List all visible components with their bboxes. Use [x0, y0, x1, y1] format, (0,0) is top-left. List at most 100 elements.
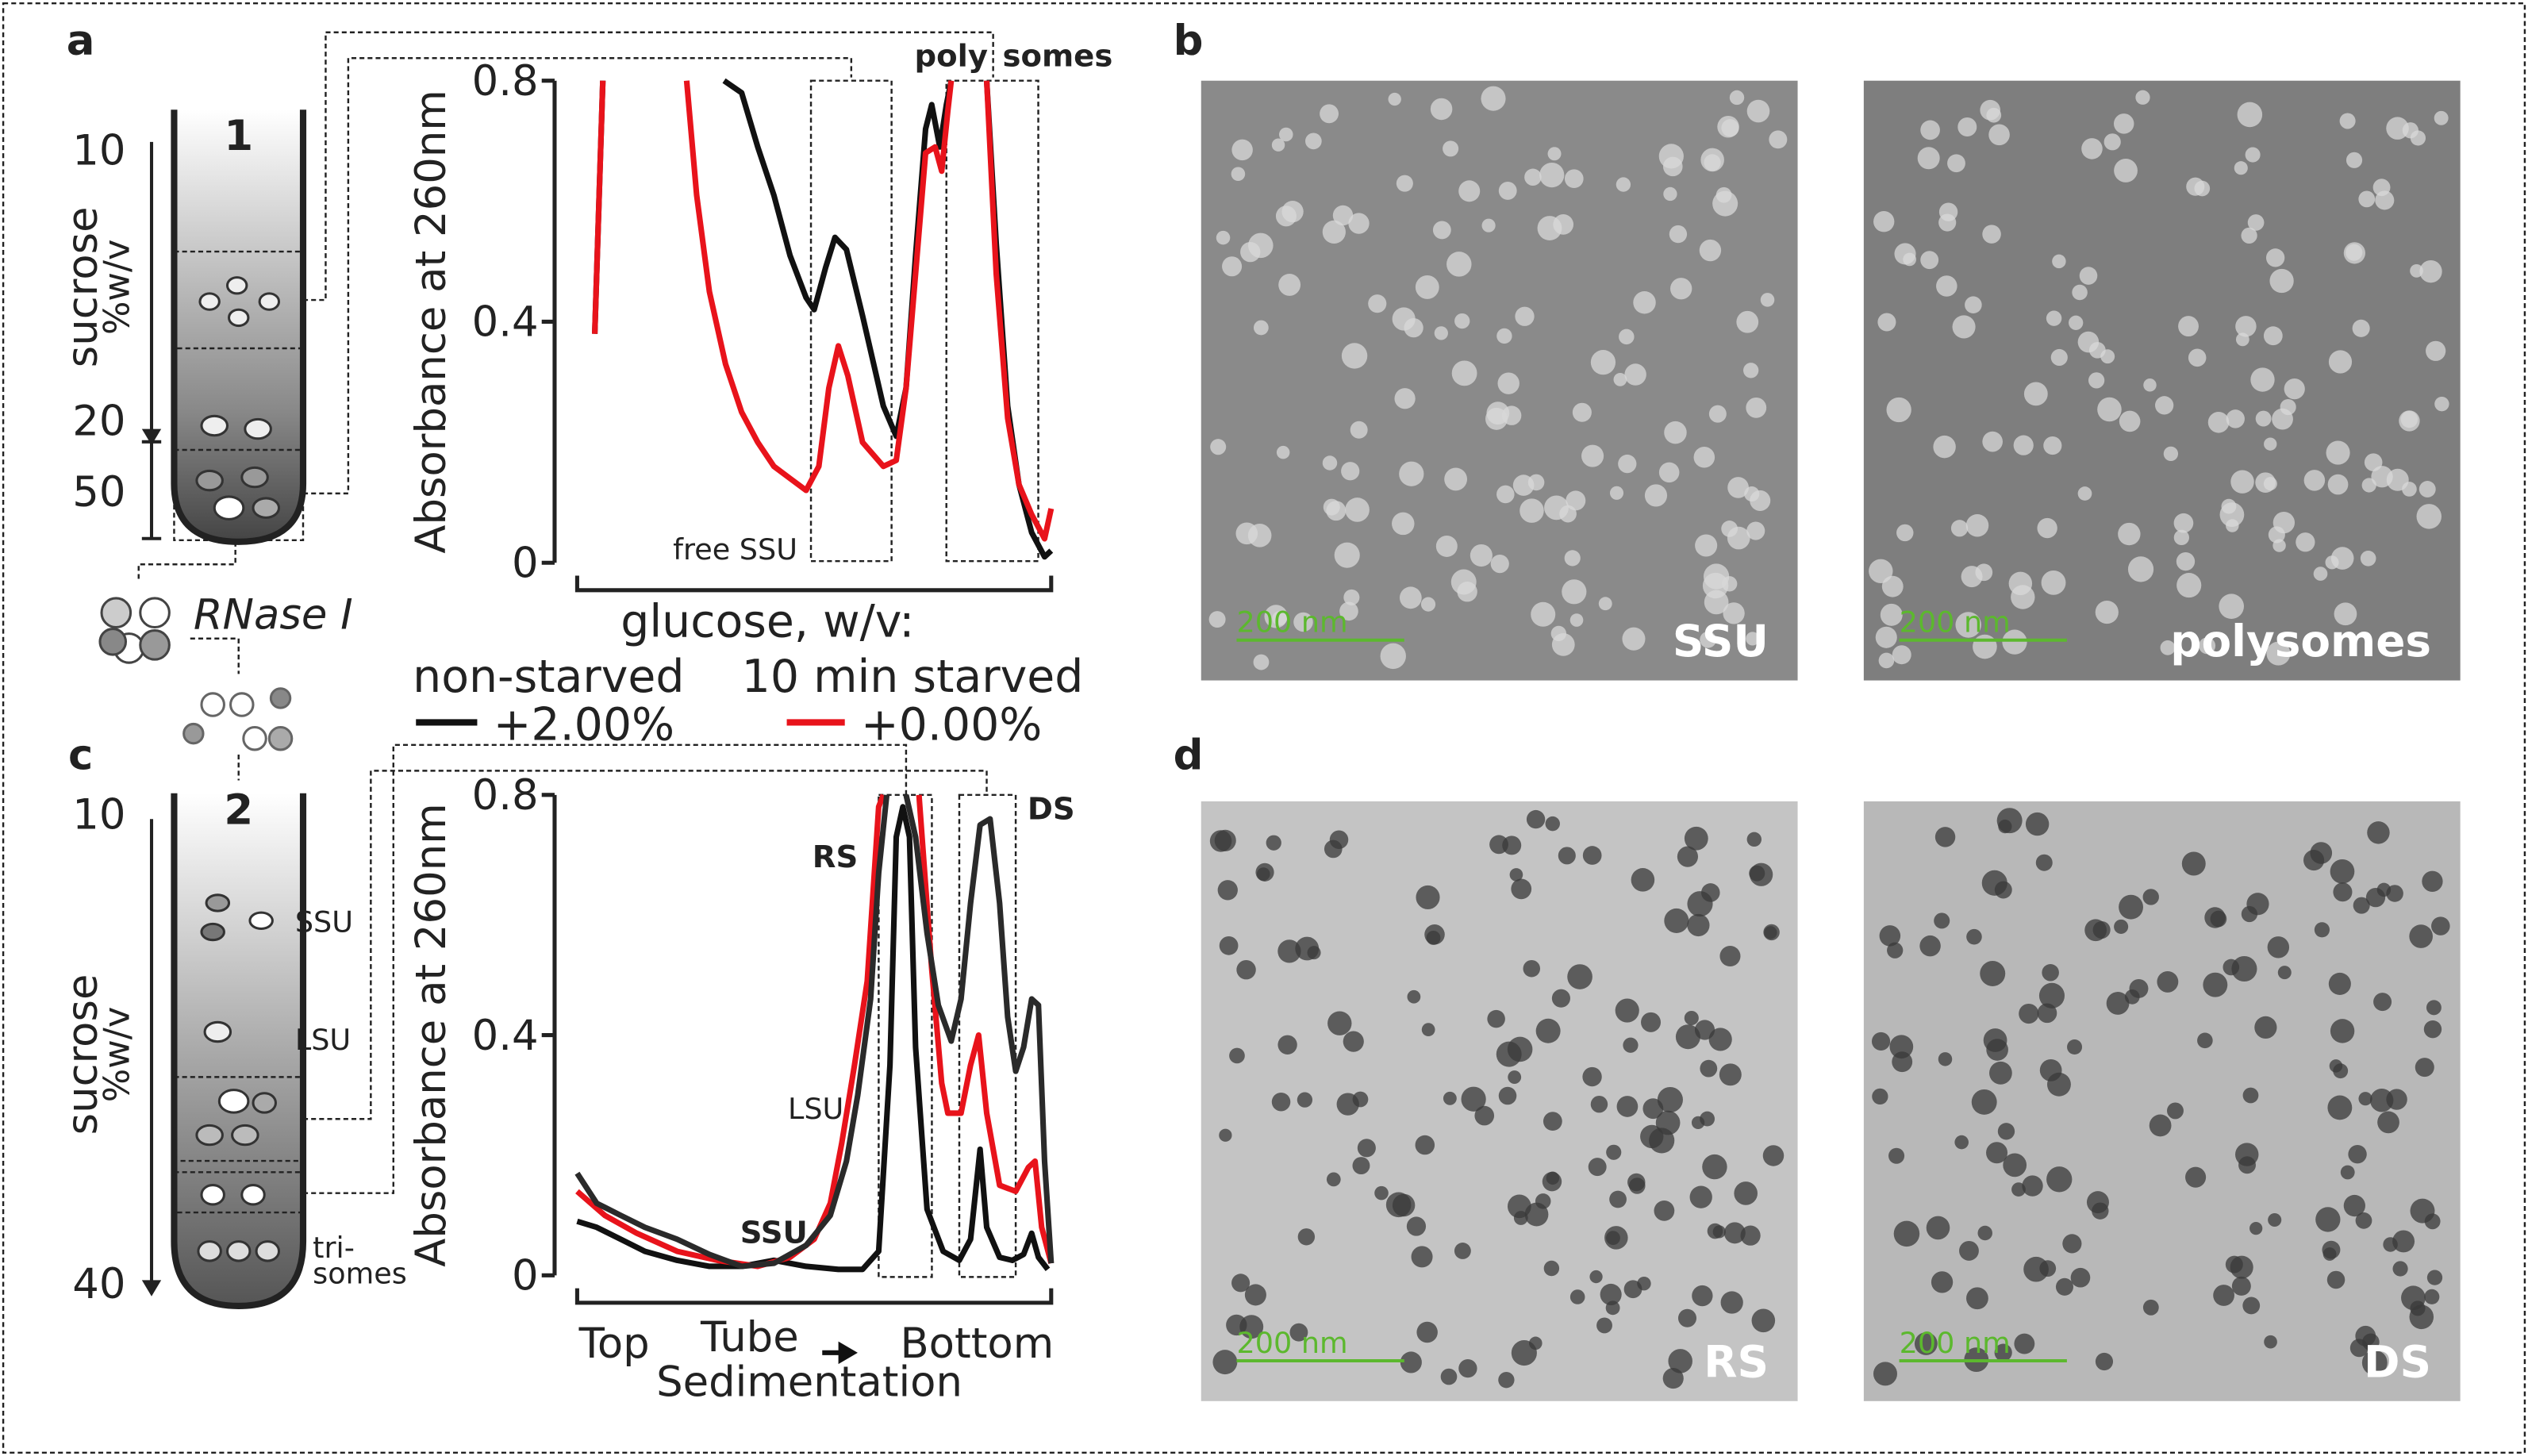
annotation: DS [1028, 791, 1075, 827]
particle [2103, 133, 2121, 151]
particle [1729, 90, 1745, 106]
particle [1497, 372, 1519, 394]
data-line [574, 794, 1055, 1270]
particle [1762, 1145, 1785, 1166]
particle [2392, 1261, 2408, 1277]
particle [1352, 1157, 1370, 1175]
particle [2221, 498, 2237, 514]
tube-tick: 40 [72, 1260, 125, 1308]
particle [2088, 372, 2105, 389]
particle [1231, 167, 1246, 182]
particle [1496, 328, 1512, 344]
particle [1654, 1201, 1675, 1221]
particle [2046, 1166, 2073, 1193]
particle [1959, 1240, 1979, 1261]
particle [2310, 842, 2333, 864]
particle [2185, 1166, 2207, 1188]
particle [1253, 654, 1270, 670]
particle [1415, 275, 1439, 299]
particle [1641, 1012, 1662, 1032]
particle [1444, 467, 1468, 491]
tube-axis-label: sucrose [59, 206, 107, 367]
particle [1997, 1123, 2015, 1140]
particle [2197, 1032, 2213, 1049]
particle [1971, 1089, 1997, 1115]
particle [1750, 490, 1771, 511]
particle [1569, 1289, 1585, 1304]
particle [2267, 936, 2290, 959]
particle [1715, 186, 1732, 203]
particle [1558, 847, 1576, 865]
particle [2163, 446, 2179, 462]
particle [2176, 551, 2196, 571]
particle [2022, 1175, 2043, 1197]
particle [1416, 1321, 1438, 1343]
x-label: Tube [700, 1313, 799, 1362]
particle [1498, 1086, 1517, 1105]
tube-tick: 10 [72, 790, 125, 839]
particle [2264, 437, 2277, 451]
particle [1277, 1035, 1297, 1055]
particle [1217, 880, 1238, 901]
y-axis-label: Absorbance at 260nm [407, 90, 455, 553]
particle [1531, 601, 1556, 627]
particle [2084, 919, 2107, 942]
particle [1633, 291, 1656, 314]
particle [2269, 268, 2294, 294]
particle [1931, 1271, 1954, 1293]
particle [2226, 409, 2245, 428]
particle [2186, 177, 2205, 196]
particle [1877, 313, 1896, 332]
enzyme: RNase I [194, 591, 353, 640]
particle [1957, 117, 1977, 136]
legend-label: +2.00% [494, 699, 674, 751]
particle [2047, 1072, 2071, 1097]
particle [1708, 1028, 1732, 1051]
particle [2237, 102, 2263, 128]
particle [1893, 1220, 1920, 1247]
particle [1458, 180, 1481, 202]
particle [2178, 316, 2199, 337]
particle [1523, 959, 1541, 978]
box [173, 448, 305, 542]
particle [2415, 1058, 2434, 1078]
x-axis-label: Sedimentation [656, 1358, 962, 1407]
particles [1208, 86, 1788, 670]
particle [1917, 147, 1940, 170]
panel-letter: a [67, 17, 95, 65]
particle [2284, 378, 2305, 400]
particle [2167, 1102, 2184, 1120]
particle [1524, 1202, 1549, 1227]
particle [2409, 924, 2433, 948]
particle [1248, 232, 1274, 259]
particle [2246, 893, 2269, 916]
particle [2264, 1335, 2277, 1349]
particle [1524, 168, 1542, 186]
particle [1623, 1037, 1639, 1053]
particle [1888, 1147, 1905, 1164]
particle [2113, 113, 2134, 134]
particle [1889, 1035, 1914, 1059]
particle [1670, 278, 1692, 300]
particle [1998, 819, 2012, 834]
y-tick-label: 0 [512, 1252, 539, 1300]
particles [1209, 809, 1785, 1389]
particle [1380, 643, 1406, 670]
particle [1598, 597, 1612, 611]
particle [2426, 340, 2446, 361]
particle [1965, 513, 1989, 537]
particle [1616, 177, 1631, 192]
connector [302, 31, 994, 495]
particle [2097, 397, 2122, 422]
particle [2014, 1333, 2035, 1354]
particle [1687, 891, 1713, 917]
particle [2272, 408, 2293, 430]
particle [2401, 1285, 2426, 1311]
particle [1424, 924, 1445, 945]
particle [2327, 474, 2349, 495]
particle [1736, 310, 1759, 333]
particle [1896, 524, 1914, 542]
particle [2339, 113, 2356, 129]
particle [2235, 316, 2257, 337]
particle [1872, 1088, 1888, 1105]
